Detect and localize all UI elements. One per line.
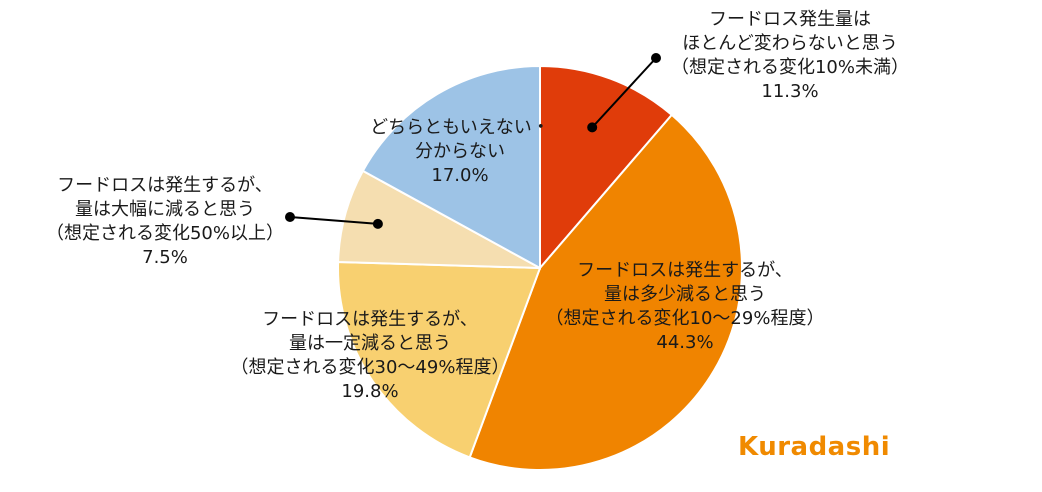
slice-value-3: 7.5% <box>142 247 188 268</box>
leader-3-dot-1 <box>285 212 295 222</box>
slice-value-1: 44.3% <box>656 332 714 353</box>
leader-3-dot-0 <box>372 218 383 229</box>
slice-value-0: 11.3% <box>761 81 819 102</box>
slice-value-2: 19.8% <box>341 381 399 402</box>
kuradashi-logo: Kuradashi <box>738 432 891 462</box>
leader-0-dot-1 <box>651 53 661 63</box>
leader-0-line <box>591 57 657 129</box>
slice-label-3: フードロスは発生するが、 量は大幅に減ると思う （想定される変化50%以上） 7… <box>30 174 300 270</box>
leader-3-line <box>289 216 378 225</box>
slice-label-4: どちらともいえない・ 分からない 17.0% <box>365 116 555 188</box>
slice-value-4: 17.0% <box>431 165 489 186</box>
pie-slice-3 <box>337 169 541 269</box>
slice-label-2: フードロスは発生するが、 量は一定減ると思う （想定される変化30～49%程度）… <box>215 308 525 404</box>
pie-slice-1 <box>468 113 743 471</box>
pie-slice-0 <box>539 64 674 271</box>
pie-slice-4 <box>361 64 541 270</box>
slice-label-0: フードロス発生量は ほとんど変わらないと思う （想定される変化10%未満） 11… <box>655 8 925 104</box>
leader-0-dot-0 <box>587 122 598 133</box>
slice-label-1: フードロスは発生するが、 量は多少減ると思う （想定される変化10～29%程度）… <box>535 259 835 355</box>
pie-slice-2 <box>337 260 542 459</box>
